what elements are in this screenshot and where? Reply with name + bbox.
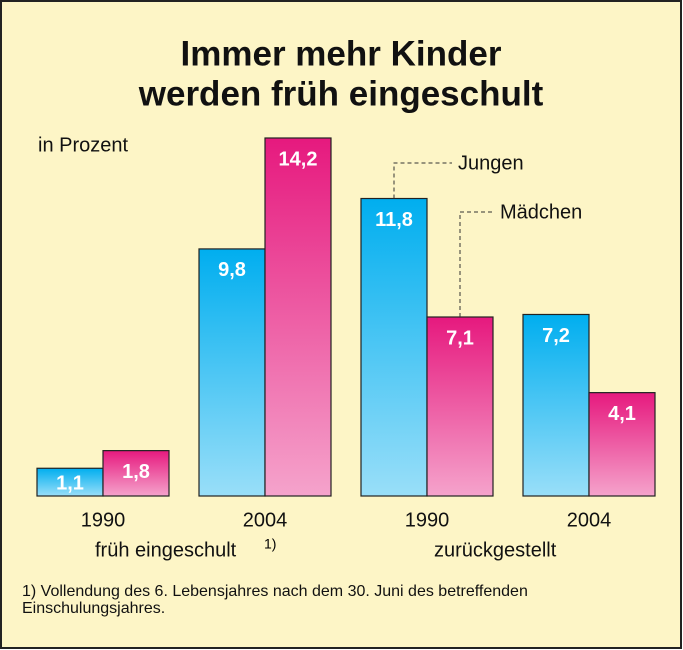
legend-label: Jungen xyxy=(458,152,524,174)
footnote-ref: 1) xyxy=(264,536,276,552)
data-label: 11,8 xyxy=(375,209,413,231)
x-tick-label: 1990 xyxy=(405,509,450,531)
bar xyxy=(522,313,590,497)
x-tick-label: 2004 xyxy=(243,509,288,531)
data-label: 14,2 xyxy=(279,148,318,170)
group-label: früh eingeschult xyxy=(95,539,237,561)
group-label: zurückgestellt xyxy=(434,539,557,561)
bar xyxy=(360,197,428,497)
unit-label: in Prozent xyxy=(38,134,128,156)
x-tick-label: 1990 xyxy=(81,509,126,531)
data-label: 7,1 xyxy=(446,327,474,349)
bar xyxy=(426,316,494,497)
chart-title: Immer mehr Kinder xyxy=(181,34,502,73)
bar xyxy=(36,467,104,497)
bar xyxy=(102,450,170,497)
data-label: 1,8 xyxy=(122,461,150,483)
data-label: 7,2 xyxy=(542,325,570,347)
chart-title: werden früh eingeschult xyxy=(138,74,544,113)
footnote: 1) Vollendung des 6. Lebensjahres nach d… xyxy=(22,583,528,600)
x-tick-label: 2004 xyxy=(567,509,612,531)
bar xyxy=(198,248,266,497)
bar xyxy=(588,392,656,497)
data-label: 9,8 xyxy=(218,259,246,281)
data-label: 4,1 xyxy=(608,403,636,425)
bar xyxy=(264,137,332,497)
legend-leader xyxy=(459,211,495,317)
footnote: Einschulungsjahres. xyxy=(22,600,165,617)
legend-label: Mädchen xyxy=(500,201,582,223)
legend-leader xyxy=(393,162,452,199)
data-label: 1,1 xyxy=(56,472,84,494)
